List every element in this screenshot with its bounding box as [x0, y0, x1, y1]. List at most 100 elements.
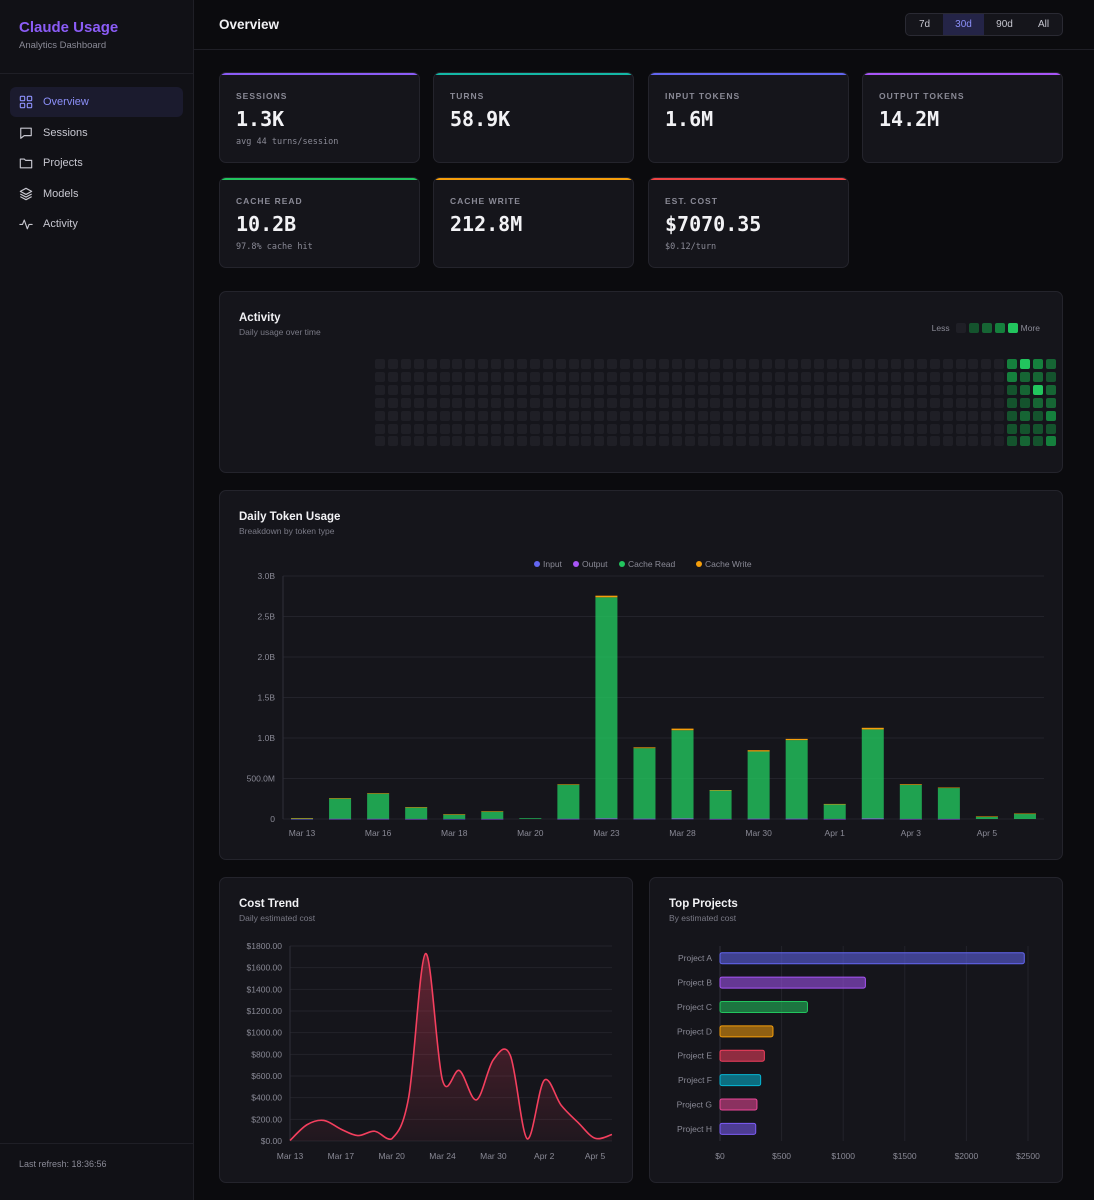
heatmap-cell[interactable] [916, 436, 927, 447]
heatmap-cell[interactable] [1007, 410, 1018, 421]
heatmap-cell[interactable] [491, 436, 502, 447]
heatmap-cell[interactable] [697, 436, 708, 447]
heatmap-cell[interactable] [749, 359, 760, 369]
heatmap-cell[interactable] [813, 423, 824, 434]
heatmap-cell[interactable] [749, 423, 760, 434]
heatmap-cell[interactable] [710, 436, 721, 447]
heatmap-cell[interactable] [916, 371, 927, 382]
heatmap-cell[interactable] [697, 359, 708, 369]
heatmap-cell[interactable] [607, 384, 618, 395]
heatmap-cell[interactable] [387, 384, 398, 395]
heatmap-cell[interactable] [903, 397, 914, 408]
heatmap-cell[interactable] [620, 423, 631, 434]
heatmap-cell[interactable] [529, 371, 540, 382]
sidebar-item-projects[interactable]: Projects [10, 148, 183, 178]
heatmap-cell[interactable] [439, 384, 450, 395]
heatmap-cell[interactable] [916, 359, 927, 369]
heatmap-cell[interactable] [426, 436, 437, 447]
heatmap-cell[interactable] [891, 436, 901, 447]
heatmap-cell[interactable] [1032, 384, 1043, 395]
heatmap-cell[interactable] [852, 436, 863, 447]
heatmap-cell[interactable] [1020, 397, 1030, 408]
heatmap-cell[interactable] [478, 397, 489, 408]
heatmap-cell[interactable] [671, 410, 682, 421]
heatmap-cell[interactable] [800, 397, 811, 408]
heatmap-cell[interactable] [826, 423, 837, 434]
heatmap-cell[interactable] [723, 384, 734, 395]
heatmap-cell[interactable] [426, 410, 437, 421]
heatmap-cell[interactable] [375, 436, 385, 447]
sidebar-item-activity[interactable]: Activity [10, 209, 183, 239]
heatmap-cell[interactable] [774, 410, 785, 421]
heatmap-cell[interactable] [452, 371, 463, 382]
heatmap-cell[interactable] [929, 371, 940, 382]
heatmap-cell[interactable] [839, 423, 850, 434]
heatmap-cell[interactable] [1032, 359, 1043, 369]
heatmap-cell[interactable] [800, 410, 811, 421]
heatmap-cell[interactable] [542, 423, 553, 434]
heatmap-cell[interactable] [413, 371, 424, 382]
heatmap-cell[interactable] [787, 384, 798, 395]
heatmap-cell[interactable] [658, 397, 669, 408]
heatmap-cell[interactable] [594, 371, 605, 382]
heatmap-cell[interactable] [891, 359, 901, 369]
heatmap-cell[interactable] [568, 423, 579, 434]
heatmap-cell[interactable] [684, 359, 695, 369]
heatmap-cell[interactable] [736, 371, 747, 382]
heatmap-cell[interactable] [736, 423, 747, 434]
heatmap-cell[interactable] [516, 397, 527, 408]
heatmap-cell[interactable] [375, 410, 385, 421]
heatmap-cell[interactable] [478, 371, 489, 382]
heatmap-cell[interactable] [800, 384, 811, 395]
heatmap-cell[interactable] [903, 371, 914, 382]
heatmap-cell[interactable] [426, 423, 437, 434]
heatmap-cell[interactable] [375, 371, 385, 382]
heatmap-cell[interactable] [955, 397, 966, 408]
heatmap-cell[interactable] [697, 397, 708, 408]
heatmap-cell[interactable] [452, 359, 463, 369]
heatmap-cell[interactable] [955, 423, 966, 434]
heatmap-cell[interactable] [865, 397, 876, 408]
heatmap-cell[interactable] [439, 436, 450, 447]
heatmap-cell[interactable] [555, 410, 566, 421]
heatmap-cell[interactable] [645, 410, 656, 421]
heatmap-cell[interactable] [826, 436, 837, 447]
heatmap-cell[interactable] [762, 410, 772, 421]
heatmap-cell[interactable] [800, 371, 811, 382]
heatmap-cell[interactable] [633, 397, 643, 408]
heatmap-cell[interactable] [1032, 397, 1043, 408]
heatmap-cell[interactable] [994, 410, 1005, 421]
heatmap-cell[interactable] [555, 384, 566, 395]
heatmap-cell[interactable] [491, 371, 502, 382]
heatmap-cell[interactable] [1020, 410, 1030, 421]
heatmap-cell[interactable] [865, 384, 876, 395]
range-30d-button[interactable]: 30d [943, 14, 984, 35]
heatmap-cell[interactable] [400, 397, 411, 408]
heatmap-cell[interactable] [800, 423, 811, 434]
heatmap-cell[interactable] [736, 436, 747, 447]
heatmap-cell[interactable] [942, 371, 953, 382]
heatmap-cell[interactable] [723, 371, 734, 382]
heatmap-cell[interactable] [529, 397, 540, 408]
heatmap-cell[interactable] [633, 359, 643, 369]
heatmap-cell[interactable] [620, 436, 631, 447]
heatmap-cell[interactable] [581, 397, 592, 408]
heatmap-cell[interactable] [555, 423, 566, 434]
heatmap-cell[interactable] [852, 371, 863, 382]
heatmap-cell[interactable] [891, 410, 901, 421]
heatmap-cell[interactable] [607, 410, 618, 421]
heatmap-cell[interactable] [994, 359, 1005, 369]
heatmap-cell[interactable] [594, 436, 605, 447]
heatmap-cell[interactable] [1020, 371, 1030, 382]
heatmap-cell[interactable] [491, 384, 502, 395]
heatmap-cell[interactable] [955, 410, 966, 421]
heatmap-cell[interactable] [878, 423, 889, 434]
heatmap-cell[interactable] [413, 397, 424, 408]
heatmap-cell[interactable] [1007, 436, 1018, 447]
heatmap-cell[interactable] [800, 436, 811, 447]
heatmap-cell[interactable] [555, 397, 566, 408]
heatmap-cell[interactable] [749, 384, 760, 395]
heatmap-cell[interactable] [581, 410, 592, 421]
heatmap-cell[interactable] [568, 397, 579, 408]
heatmap-cell[interactable] [942, 410, 953, 421]
